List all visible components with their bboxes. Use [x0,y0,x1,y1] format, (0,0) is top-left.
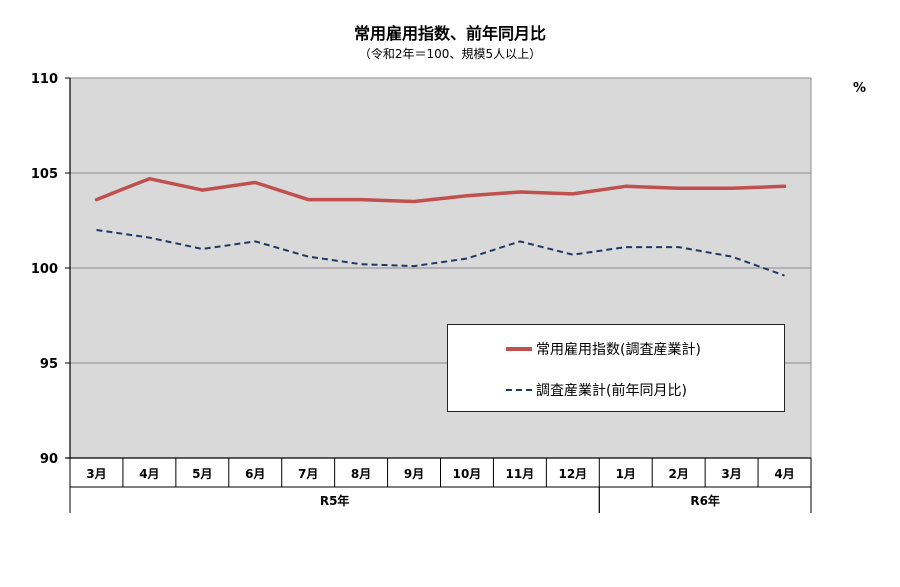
x-tick-label: 8月 [351,467,371,481]
y-tick-label: 100 [31,262,58,277]
x-tick-label: 4月 [774,467,794,481]
legend-label: 常用雇用指数(調査産業計) [536,342,701,358]
y-tick-label: 110 [31,72,58,87]
legend-swatch-solid [506,347,532,351]
legend-item-employment-index: 常用雇用指数(調査産業計) [506,339,701,359]
x-tick-label: 10月 [453,467,482,481]
chart-legend: 常用雇用指数(調査産業計) 調査産業計(前年同月比) [447,324,785,412]
x-tick-label: 3月 [721,467,741,481]
series-line-yoy [96,229,785,277]
x-year-label: R5年 [320,493,350,508]
x-year-label: R6年 [690,493,720,508]
chart-title: 常用雇用指数、前年同月比 [353,24,546,43]
x-tick-label: 7月 [298,467,318,481]
x-tick-label: 4月 [139,467,159,481]
series-line-employment-index [94,176,787,204]
y-tick-label: 105 [31,167,58,182]
x-tick-label: 6月 [245,467,265,481]
x-tick-label: 2月 [668,467,688,481]
x-tick-label: 12月 [558,467,587,481]
x-tick-label: 1月 [616,467,636,481]
x-tick-label: 11月 [506,467,535,481]
x-tick-label: 3月 [86,467,106,481]
x-tick-label: 5月 [192,467,212,481]
x-tick-label: 9月 [404,467,424,481]
chart-subtitle: （令和2年＝100、規模5人以上） [358,47,542,61]
legend-item-yoy: 調査産業計(前年同月比) [506,380,687,400]
legend-swatch-dashed [506,389,532,391]
legend-label: 調査産業計(前年同月比) [536,383,687,399]
y-tick-label: 90 [40,452,58,467]
unit-label: % [853,81,867,96]
y-tick-label: 95 [40,357,58,372]
